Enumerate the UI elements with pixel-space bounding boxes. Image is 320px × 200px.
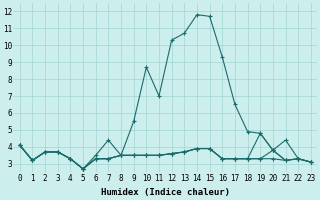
X-axis label: Humidex (Indice chaleur): Humidex (Indice chaleur): [101, 188, 230, 197]
